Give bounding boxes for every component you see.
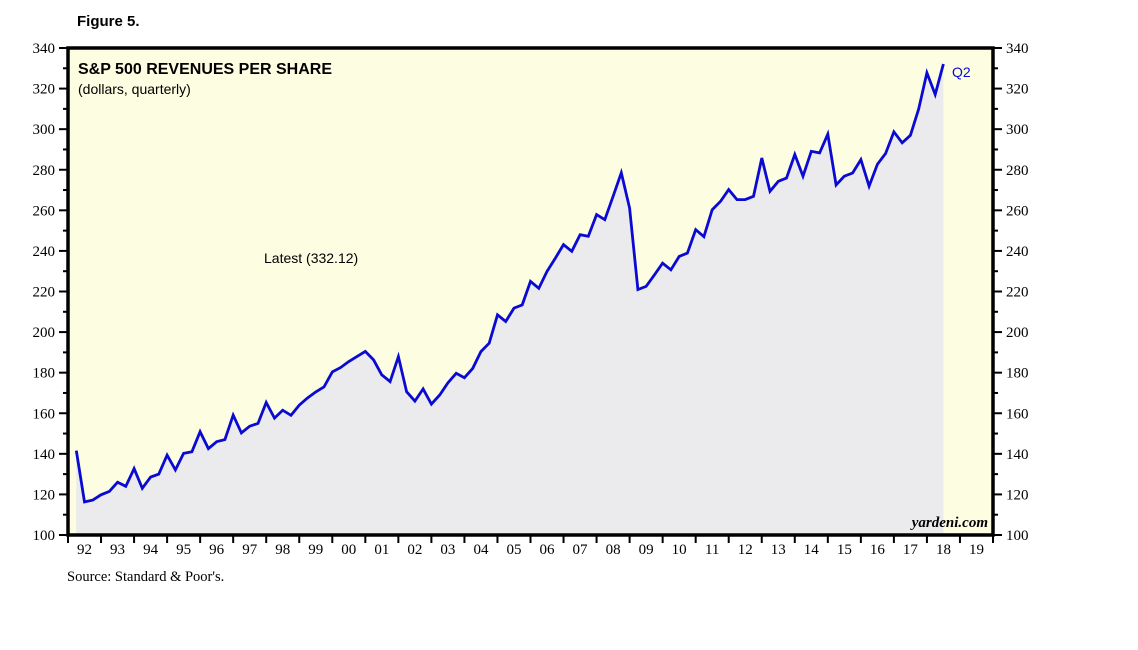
x-tick-label: 97 bbox=[242, 542, 258, 558]
x-tick-label: 06 bbox=[540, 542, 556, 558]
last-point-quarter-label: Q2 bbox=[952, 64, 971, 80]
x-tick-label: 96 bbox=[209, 542, 225, 558]
y-tick-label: 320 bbox=[33, 82, 56, 98]
x-tick-label: 17 bbox=[903, 542, 919, 558]
y-tick-label: 260 bbox=[1006, 203, 1029, 219]
yardeni-watermark: yardeni.com bbox=[910, 515, 988, 531]
source-attribution: Source: Standard & Poor's. bbox=[67, 569, 225, 585]
y-tick-label: 200 bbox=[33, 325, 56, 341]
y-tick-label: 340 bbox=[1006, 41, 1029, 57]
x-tick-label: 02 bbox=[407, 542, 422, 558]
x-tick-label: 13 bbox=[771, 542, 786, 558]
y-tick-label: 300 bbox=[33, 122, 56, 138]
y-axis-labels-right: 100 120 140 160 180 200 220 240 260 280 300 320 340 bbox=[1006, 41, 1029, 544]
revenue-area-fill bbox=[76, 64, 944, 535]
x-tick-label: 93 bbox=[110, 542, 125, 558]
y-tick-label: 260 bbox=[33, 203, 56, 219]
y-tick-label: 120 bbox=[1006, 487, 1029, 503]
y-tick-label: 300 bbox=[1006, 122, 1029, 138]
y-tick-label: 160 bbox=[33, 406, 56, 422]
x-tick-label: 04 bbox=[473, 542, 489, 558]
x-tick-label: 11 bbox=[705, 542, 719, 558]
y-tick-label: 140 bbox=[1006, 447, 1029, 463]
x-tick-label: 07 bbox=[573, 542, 589, 558]
y-tick-label: 220 bbox=[33, 285, 56, 301]
x-tick-label: 19 bbox=[969, 542, 984, 558]
x-tick-label: 01 bbox=[374, 542, 389, 558]
x-tick-label: 18 bbox=[936, 542, 951, 558]
latest-value-annotation: Latest (332.12) bbox=[264, 250, 358, 266]
y-tick-label: 320 bbox=[1006, 82, 1029, 98]
x-tick-label: 92 bbox=[77, 542, 92, 558]
y-tick-label: 340 bbox=[33, 41, 56, 57]
figure-number-label: Figure 5. bbox=[77, 13, 140, 30]
y-tick-label: 140 bbox=[33, 447, 56, 463]
y-tick-label: 240 bbox=[1006, 244, 1029, 260]
y-tick-label: 240 bbox=[33, 244, 56, 260]
x-tick-label: 99 bbox=[308, 542, 323, 558]
y-tick-label: 280 bbox=[33, 163, 56, 179]
y-tick-label: 200 bbox=[1006, 325, 1029, 341]
y-tick-label: 180 bbox=[1006, 366, 1029, 382]
y-tick-label: 120 bbox=[33, 487, 56, 503]
x-tick-label: 94 bbox=[143, 542, 159, 558]
x-tick-label: 05 bbox=[506, 542, 521, 558]
x-tick-label: 15 bbox=[837, 542, 852, 558]
x-tick-label: 10 bbox=[672, 542, 687, 558]
chart-subtitle: (dollars, quarterly) bbox=[78, 81, 191, 97]
y-tick-label: 180 bbox=[33, 366, 56, 382]
x-tick-label: 00 bbox=[341, 542, 356, 558]
x-tick-label: 03 bbox=[440, 542, 455, 558]
x-tick-label: 14 bbox=[804, 542, 820, 558]
x-axis-labels: 92 93 94 95 96 97 98 99 00 01 02 03 04 05 06 07 08 09 10 11… bbox=[77, 542, 984, 558]
revenue-line bbox=[74, 63, 945, 504]
x-tick-label: 98 bbox=[275, 542, 290, 558]
y-tick-label: 280 bbox=[1006, 163, 1029, 179]
x-tick-label: 12 bbox=[738, 542, 753, 558]
y-tick-label: 160 bbox=[1006, 406, 1029, 422]
x-tick-label: 08 bbox=[606, 542, 621, 558]
y-tick-label: 100 bbox=[1006, 528, 1029, 544]
y-tick-label: 100 bbox=[33, 528, 56, 544]
chart-title: S&P 500 REVENUES PER SHARE bbox=[78, 61, 332, 78]
y-tick-label: 220 bbox=[1006, 285, 1029, 301]
x-tick-label: 16 bbox=[870, 542, 886, 558]
plot-frame bbox=[66, 46, 995, 537]
x-tick-label: 09 bbox=[639, 542, 654, 558]
x-tick-label: 95 bbox=[176, 542, 191, 558]
y-axis-labels-left: 100 120 140 160 180 200 220 240 260 280 300 320 340 bbox=[33, 41, 56, 544]
